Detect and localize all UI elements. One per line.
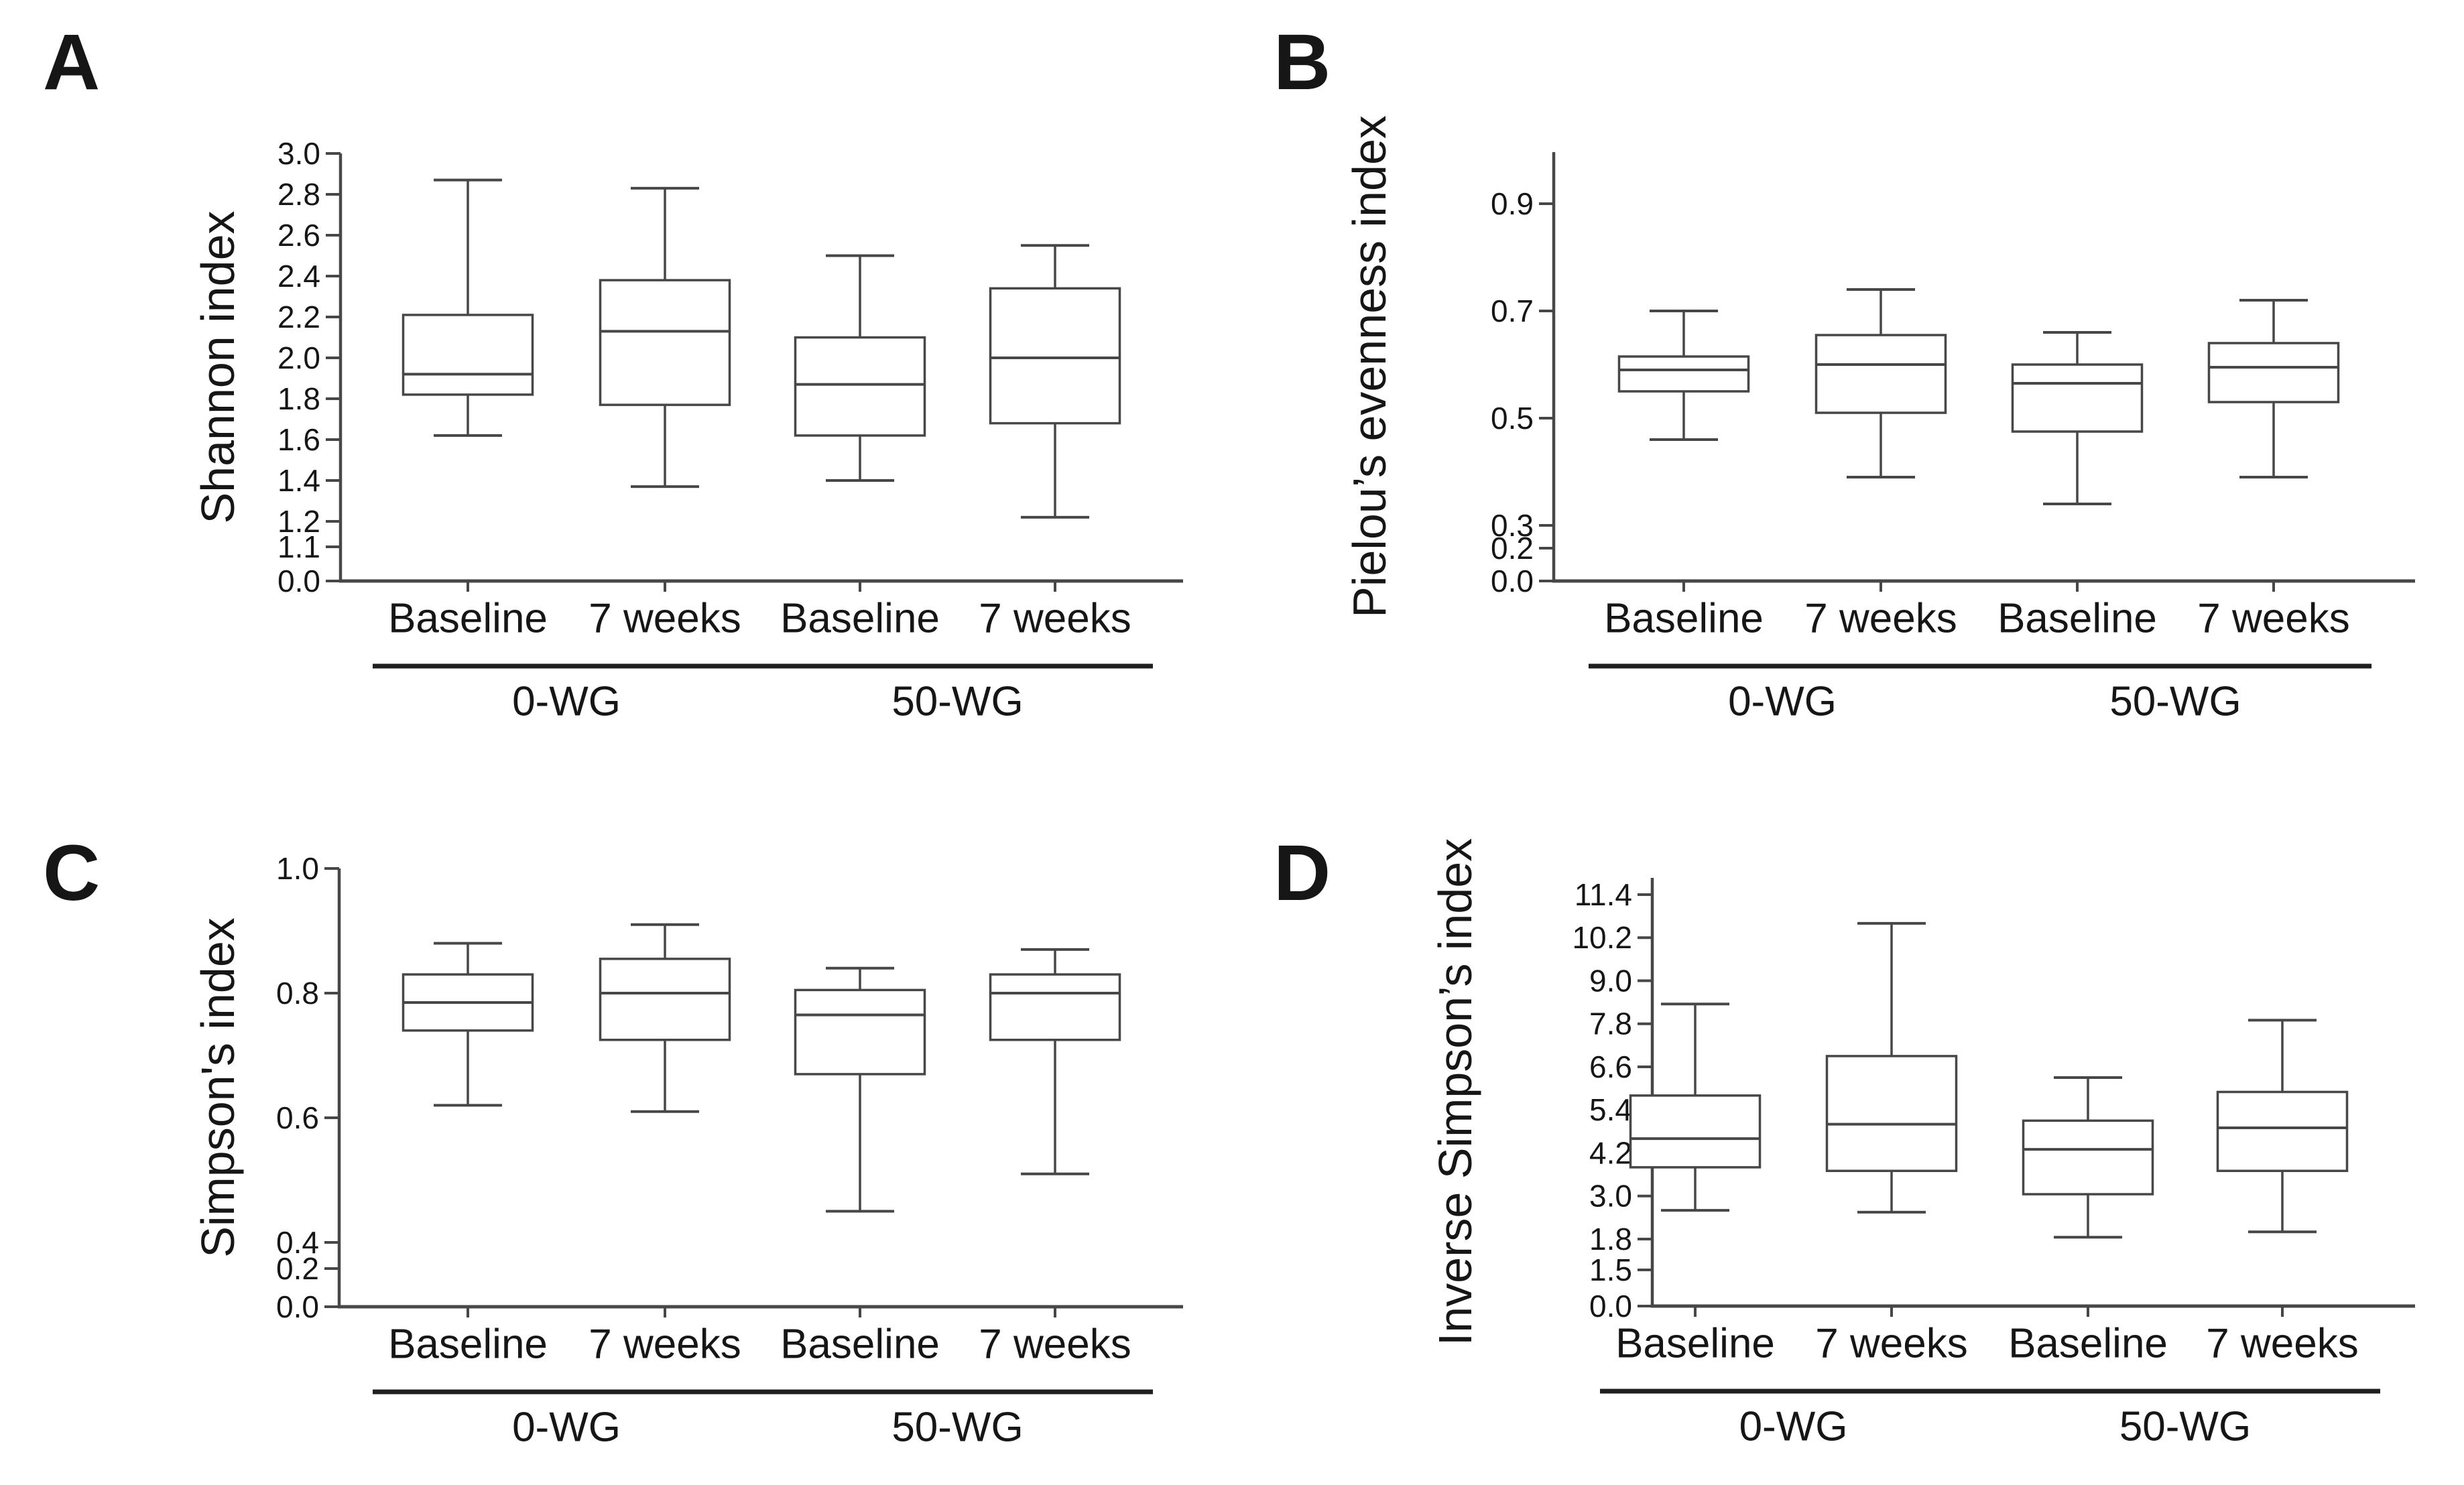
y-tick-label: 6.6 (1589, 1049, 1632, 1084)
y-axis-title: Inverse Simpson’s index (1429, 838, 1481, 1346)
y-tick-label: 0.7 (1491, 294, 1534, 328)
group-label-0wg: 0-WG (512, 1405, 621, 1451)
panel-letter: D (1274, 829, 1331, 917)
panel-c-simpson-index-chart: C 1.0 0.8 0.6 0.40.20.0 Baseline 7 weeks Baseli… (43, 829, 1183, 1451)
category-label: Baseline (388, 596, 548, 642)
group-label-50wg: 50-WG (2119, 1404, 2251, 1450)
y-tick-label: 1.2 (278, 504, 320, 539)
y-tick-label: 3.0 (1589, 1179, 1632, 1214)
panel-a-shannon-index-chart: A 3.0 2.8 2.6 2.4 2.2 2.0 1.8 1.6 1.4 1.21.10.0 Bas… (43, 18, 1183, 725)
y-break-tick-label: 0.0 (1491, 564, 1534, 598)
y-tick-label: 0.9 (1491, 186, 1534, 221)
group-label-50wg: 50-WG (891, 1405, 1023, 1451)
y-tick-label: 1.0 (276, 851, 319, 886)
panel-letter: C (43, 829, 100, 917)
y-break-tick-label: 0.0 (1589, 1289, 1632, 1323)
y-tick-label: 1.6 (278, 422, 320, 457)
iqr-box-50-wg-7-weeks (2216, 1090, 2349, 1173)
category-label: Baseline (2008, 1321, 2168, 1367)
y-axis-title: Simpson's index (192, 917, 244, 1258)
group-label-0wg: 0-WG (512, 679, 621, 725)
group-label-0wg: 0-WG (1739, 1404, 1848, 1450)
group-label-50wg: 50-WG (2109, 679, 2241, 725)
category-label: Baseline (1997, 596, 2157, 642)
iqr-box-0-wg-baseline (1629, 1094, 1762, 1169)
category-label: 7 weeks (979, 1321, 1131, 1368)
category-label: Baseline (1615, 1321, 1775, 1367)
category-label: 7 weeks (2206, 1321, 2358, 1367)
y-break-tick-label: 1.5 (1589, 1252, 1632, 1287)
category-label: 7 weeks (979, 596, 1131, 642)
y-tick-label: 0.5 (1491, 401, 1534, 436)
category-label: 7 weeks (1804, 596, 1957, 642)
category-label: Baseline (388, 1321, 548, 1368)
panel-letter: A (43, 18, 100, 107)
y-axis-title: Pielou’s evenness index (1343, 115, 1396, 618)
category-label: Baseline (780, 1321, 940, 1368)
category-label: 7 weeks (589, 1321, 741, 1368)
category-label: 7 weeks (589, 596, 741, 642)
y-tick-label: 2.8 (278, 177, 320, 212)
y-tick-label: 3.0 (278, 136, 320, 171)
iqr-box-50-wg-baseline (794, 988, 926, 1076)
iqr-box-50-wg-7-weeks (989, 287, 1121, 425)
group-label-50wg: 50-WG (891, 679, 1023, 725)
category-label: Baseline (1604, 596, 1764, 642)
category-label: 7 weeks (2197, 596, 2349, 642)
iqr-box-0-wg-baseline (402, 314, 534, 396)
y-tick-label: 2.0 (278, 340, 320, 375)
y-tick-label: 11.4 (1575, 877, 1632, 912)
y-break-tick-label: 0.2 (1491, 531, 1534, 566)
y-tick-label: 5.4 (1589, 1092, 1632, 1127)
y-break-tick-label: 1.1 (278, 529, 320, 564)
panel-letter: B (1274, 18, 1331, 107)
iqr-box-50-wg-baseline (794, 336, 926, 437)
y-tick-label: 2.2 (278, 300, 320, 334)
y-tick-label: 7.8 (1589, 1007, 1632, 1041)
group-label-0wg: 0-WG (1728, 679, 1837, 725)
iqr-box-0-wg-baseline (1617, 355, 1750, 393)
iqr-box-0-wg-7-weeks (1825, 1055, 1958, 1173)
y-tick-label: 2.4 (278, 259, 320, 294)
y-tick-label: 4.2 (1589, 1135, 1632, 1170)
iqr-box-0-wg-7-weeks (599, 958, 731, 1041)
panel-b-pielou-evenness-chart: B 0.9 0.7 0.5 0.30.20.0 Baseline 7 weeks Baseli… (1274, 18, 2415, 725)
y-tick-label: 0.4 (276, 1225, 319, 1260)
y-tick-label: 9.0 (1589, 963, 1632, 998)
y-break-tick-label: 0.2 (276, 1251, 319, 1286)
iqr-box-50-wg-7-weeks (989, 973, 1121, 1041)
y-tick-label: 1.8 (1589, 1222, 1632, 1256)
iqr-box-50-wg-baseline (2022, 1119, 2154, 1196)
y-axis-title: Shannon index (192, 210, 244, 523)
y-tick-label: 1.8 (278, 381, 320, 416)
y-break-tick-label: 0.0 (278, 564, 320, 598)
y-break-tick-label: 0.0 (276, 1289, 319, 1324)
category-label: Baseline (780, 596, 940, 642)
y-tick-label: 2.6 (278, 218, 320, 253)
y-tick-label: 0.3 (1491, 508, 1534, 543)
iqr-box-0-wg-7-weeks (1814, 334, 1947, 414)
category-label: 7 weeks (1815, 1321, 1967, 1367)
iqr-box-0-wg-7-weeks (599, 279, 731, 406)
iqr-box-50-wg-7-weeks (2207, 342, 2340, 403)
y-tick-label: 10.2 (1572, 920, 1632, 955)
y-tick-label: 0.6 (276, 1100, 319, 1135)
panel-d-inverse-simpson-chart: D 11.410.29.07.86.65.44.23.01.81.50.0Base… (1274, 829, 2415, 1450)
y-tick-label: 1.4 (278, 463, 320, 498)
iqr-box-50-wg-baseline (2011, 363, 2144, 433)
y-tick-label: 0.8 (276, 976, 319, 1011)
